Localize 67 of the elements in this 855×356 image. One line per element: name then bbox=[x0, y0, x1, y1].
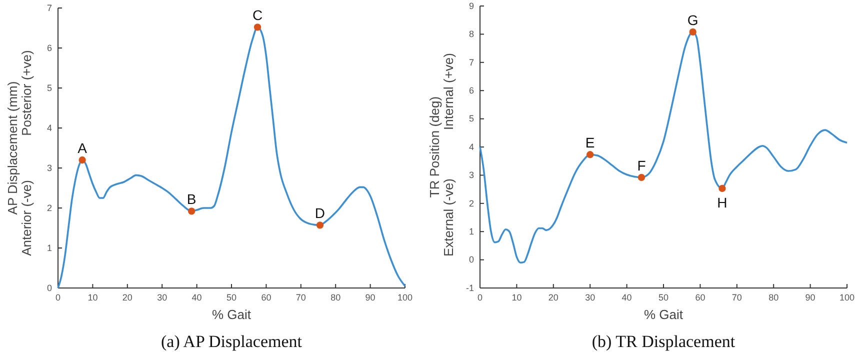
y-tick-label: -1 bbox=[466, 282, 474, 293]
y-tick-label: 0 bbox=[46, 282, 52, 293]
x-axis-title: % Gait bbox=[644, 307, 684, 322]
y-tick-label: 5 bbox=[468, 114, 474, 124]
point bbox=[78, 156, 86, 164]
x-tick-label: 20 bbox=[548, 292, 558, 302]
point bbox=[188, 208, 196, 215]
text: Internal (+ve) bbox=[441, 53, 456, 130]
text: (b) TR Displacement bbox=[592, 332, 736, 351]
text: Posterior (+ve) bbox=[19, 50, 34, 136]
y-tick-label: 1 bbox=[46, 242, 52, 253]
y-tick-label: 3 bbox=[46, 162, 52, 173]
y-tick-label: 0 bbox=[468, 254, 474, 265]
annotation: C bbox=[252, 7, 263, 24]
y-tick-label: 5 bbox=[46, 82, 52, 93]
y-tick-label: 2 bbox=[468, 198, 474, 208]
text: (a) AP Displacement bbox=[161, 332, 302, 351]
x-tick-label: 80 bbox=[768, 292, 779, 302]
y-tick-label: 9 bbox=[468, 0, 474, 11]
point bbox=[586, 151, 594, 158]
x-tick-label: 100 bbox=[839, 292, 855, 302]
annotation: G bbox=[687, 12, 698, 28]
point bbox=[689, 28, 696, 36]
point bbox=[638, 174, 646, 182]
annotation: A bbox=[78, 140, 88, 156]
x-tick-label: 70 bbox=[296, 292, 306, 302]
point bbox=[718, 184, 726, 192]
x-tick-label: 80 bbox=[330, 292, 341, 302]
y-tick-label: 6 bbox=[46, 42, 52, 53]
annotation: H bbox=[717, 194, 728, 210]
y-tick-label: 3 bbox=[468, 170, 474, 180]
y-tick-label: 4 bbox=[468, 142, 474, 152]
annotation: B bbox=[186, 191, 196, 208]
annotation: E bbox=[585, 134, 595, 151]
point bbox=[254, 24, 262, 31]
point bbox=[316, 222, 324, 229]
x-tick-label: 50 bbox=[658, 292, 669, 302]
x-tick-label: 50 bbox=[226, 292, 237, 302]
x-tick-label: 100 bbox=[397, 292, 413, 302]
y-tick-label: 7 bbox=[468, 57, 474, 68]
annotation: F bbox=[637, 157, 646, 174]
x-axis-title: % Gait bbox=[212, 307, 252, 322]
y-tick-label: 8 bbox=[468, 29, 474, 40]
x-tick-label: 60 bbox=[261, 292, 272, 302]
y-tick-label: 1 bbox=[468, 226, 474, 236]
text: External (-ve) bbox=[441, 178, 456, 257]
y-tick-label: 6 bbox=[468, 85, 474, 96]
y-axis-title: AP Displacement (mm) bbox=[5, 81, 20, 215]
y-axis-title: TR Position (deg) bbox=[427, 96, 442, 198]
x-tick-label: 0 bbox=[477, 292, 483, 302]
x-tick-label: 40 bbox=[622, 292, 632, 302]
x-tick-label: 70 bbox=[732, 292, 742, 302]
text: Anterior (-ve) bbox=[19, 180, 34, 256]
x-tick-label: 90 bbox=[805, 292, 816, 302]
x-tick-label: 30 bbox=[157, 292, 168, 302]
annotation: D bbox=[314, 205, 326, 222]
x-tick-label: 30 bbox=[585, 292, 596, 302]
x-tick-label: 90 bbox=[365, 292, 376, 302]
x-tick-label: 60 bbox=[695, 292, 706, 302]
y-tick-label: 2 bbox=[46, 202, 52, 213]
y-tick-label: 4 bbox=[46, 122, 52, 133]
y-tick-label: 7 bbox=[46, 2, 52, 13]
x-tick-label: 0 bbox=[55, 292, 61, 302]
x-tick-label: 10 bbox=[88, 292, 98, 302]
x-tick-label: 40 bbox=[192, 292, 202, 302]
x-tick-label: 10 bbox=[512, 292, 522, 302]
x-tick-label: 20 bbox=[122, 292, 132, 302]
